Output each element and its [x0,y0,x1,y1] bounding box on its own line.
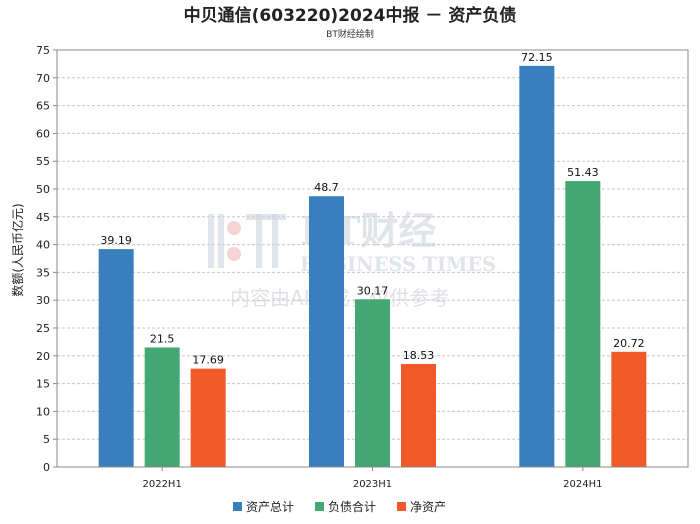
y-tick-label: 65 [36,100,50,113]
x-category-label: 2023H1 [353,479,392,490]
data-label: 30.17 [357,284,389,297]
y-tick-label: 5 [43,433,50,446]
bar [565,181,601,467]
y-tick-label: 15 [36,378,50,391]
data-label: 21.5 [150,332,175,345]
y-tick-label: 25 [36,322,50,335]
legend-label: 净资产 [410,500,446,514]
legend-swatch [233,502,242,511]
y-tick-label: 40 [36,239,50,252]
watermark: BT财经 BUSINESS TIMES 内容由AI生成，仅供参考 [208,208,496,310]
y-axis-ticks: 0 5 10 15 20 25 30 35 40 45 50 55 60 65 70 75 [36,44,57,474]
y-tick-label: 10 [36,405,50,418]
plot-frame [56,49,689,468]
bar [355,299,390,467]
y-tick-label: 75 [36,44,50,57]
legend: 资产总计 负债合计 净资产 [233,499,446,514]
bar [519,65,555,467]
bar [309,196,344,467]
data-label: 39.19 [100,234,132,247]
data-labels: 39.19 21.5 17.69 48.7 30.17 18.53 72.15 51.43 20… [100,51,644,367]
bar [190,368,226,467]
legend-swatch [315,502,324,511]
y-tick-label: 35 [36,266,50,279]
y-tick-label: 20 [36,350,50,363]
bar [144,347,180,467]
y-axis-label: 数额(人民币亿元) [10,203,25,296]
watermark-logo-icon [208,214,286,268]
y-tick-label: 50 [36,183,50,196]
x-category-label: 2022H1 [142,479,181,490]
legend-label: 负债合计 [328,499,376,514]
y-tick-label: 70 [36,72,50,85]
y-tick-label: 60 [36,127,50,140]
y-tick-label: 45 [36,211,50,224]
y-tick-label: 55 [36,155,50,168]
y-tick-label: 30 [36,294,50,307]
x-category-label: 2024H1 [563,479,602,490]
data-label: 48.7 [314,181,339,194]
data-label: 18.53 [403,349,435,362]
data-label: 17.69 [192,354,224,367]
bar [611,351,647,467]
bar [98,249,134,467]
legend-label: 资产总计 [246,500,294,514]
bars [98,65,647,467]
legend-swatch [397,502,406,511]
y-tick-label: 0 [43,461,50,474]
data-label: 51.43 [567,166,599,179]
chart-title: 中贝通信(603220)2024中报 － 资产负债 [184,5,517,26]
chart-subtitle: BT财经绘制 [326,28,374,40]
bar [401,363,436,467]
data-label: 20.72 [613,337,645,350]
data-label: 72.15 [521,51,553,64]
x-axis-categories: 2022H1 2023H1 2024H1 [142,467,603,490]
